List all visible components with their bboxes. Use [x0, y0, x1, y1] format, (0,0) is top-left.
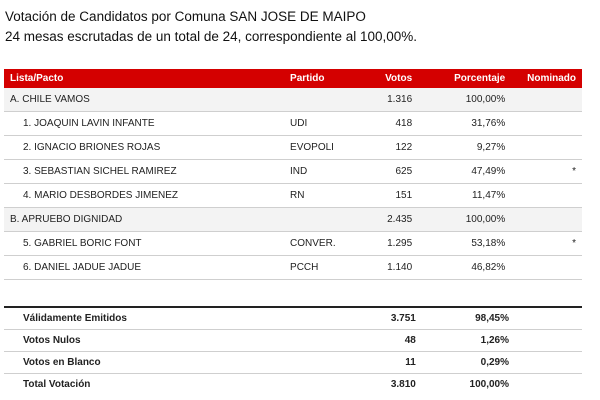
table-row: 6. DANIEL JADUE JADUE PCCH 1.140 46,82%: [4, 255, 582, 280]
table-row: 5. GABRIEL BORIC FONT CONVER. 1.295 53,1…: [4, 231, 582, 256]
column-header-lista: Lista/Pacto: [10, 73, 64, 84]
nominated-cell: [511, 207, 582, 232]
results-table: Lista/Pacto Partido Votos Porcentaje Nom…: [4, 69, 582, 280]
votes-cell: 151: [354, 183, 419, 208]
summary-votes: 48: [357, 329, 422, 352]
page-subtitle: 24 mesas escrutadas de un total de 24, c…: [5, 29, 418, 44]
party-cell: UDI: [284, 111, 355, 136]
summary-label: Total Votación: [23, 379, 91, 390]
party-cell: RN: [284, 183, 355, 208]
percent-cell: 46,82%: [418, 255, 512, 280]
votes-cell: 2.435: [354, 207, 419, 232]
summary-label: Votos en Blanco: [4, 351, 291, 374]
summary-row: Votos Nulos 48 1,26%: [4, 329, 582, 352]
summary-row: Votos en Blanco 11 0,29%: [4, 351, 582, 374]
votes-cell: 625: [354, 159, 419, 184]
percent-cell: 47,49%: [418, 159, 512, 184]
percent-cell: 100,00%: [418, 207, 512, 232]
percent-cell: 31,76%: [418, 111, 512, 136]
summary-percent: 0,29%: [421, 351, 516, 374]
percent-cell: 9,27%: [418, 135, 512, 160]
summary-percent: 98,45%: [421, 307, 516, 330]
nominated-cell: [511, 88, 582, 112]
table-row: 3. SEBASTIAN SICHEL RAMIREZ IND 625 47,4…: [4, 159, 582, 184]
candidate-name: 3. SEBASTIAN SICHEL RAMIREZ: [4, 159, 285, 184]
percent-cell: 53,18%: [418, 231, 512, 256]
table-row: 4. MARIO DESBORDES JIMENEZ RN 151 11,47%: [4, 183, 582, 208]
percent-cell: 11,47%: [418, 183, 512, 208]
votes-cell: 418: [354, 111, 419, 136]
candidate-name: 5. GABRIEL BORIC FONT: [4, 231, 285, 256]
summary-votes: 3.751: [357, 307, 422, 330]
candidate-name: 1. JOAQUIN LAVIN INFANTE: [4, 111, 285, 136]
percent-cell: 100,00%: [418, 88, 512, 112]
party-cell: PCCH: [284, 255, 355, 280]
summary-percent: 1,26%: [421, 329, 516, 352]
summary-votes: 3.810: [390, 379, 416, 390]
summary-table: Válidamente Emitidos 3.751 98,45% Votos …: [4, 306, 582, 395]
table-header-row: Lista/Pacto Partido Votos Porcentaje Nom…: [4, 69, 582, 88]
column-header-votos: Votos: [385, 73, 413, 84]
nominated-cell: [511, 135, 582, 160]
party-cell: [284, 88, 355, 112]
table-row: 2. IGNACIO BRIONES ROJAS EVOPOLI 122 9,2…: [4, 135, 582, 160]
party-cell: IND: [284, 159, 355, 184]
pacto-name: B. APRUEBO DIGNIDAD: [4, 207, 285, 232]
votes-cell: 1.295: [354, 231, 419, 256]
candidate-name: 6. DANIEL JADUE JADUE: [4, 255, 285, 280]
nominated-cell: [511, 183, 582, 208]
votes-cell: 1.140: [354, 255, 419, 280]
votes-cell: 1.316: [354, 88, 419, 112]
summary-label: Válidamente Emitidos: [4, 307, 291, 330]
nominated-cell: [511, 111, 582, 136]
candidate-name: 4. MARIO DESBORDES JIMENEZ: [4, 183, 285, 208]
summary-row: Válidamente Emitidos 3.751 98,45%: [4, 307, 582, 330]
table-row: A. CHILE VAMOS 1.316 100,00%: [4, 88, 582, 112]
party-cell: EVOPOLI: [284, 135, 355, 160]
pacto-name: A. CHILE VAMOS: [4, 88, 285, 112]
nominated-cell: [511, 255, 582, 280]
column-header-partido: Partido: [290, 73, 325, 84]
summary-percent: 100,00%: [469, 379, 510, 390]
column-header-nominado: Nominado: [527, 73, 576, 84]
column-header-porcentaje: Porcentaje: [454, 73, 506, 84]
party-cell: CONVER.: [284, 231, 355, 256]
table-row: B. APRUEBO DIGNIDAD 2.435 100,00%: [4, 207, 582, 232]
summary-votes: 11: [357, 351, 422, 374]
summary-label: Votos Nulos: [4, 329, 291, 352]
page-title: Votación de Candidatos por Comuna SAN JO…: [5, 9, 366, 24]
candidate-name: 2. IGNACIO BRIONES ROJAS: [4, 135, 285, 160]
summary-row: Total Votación 3.810 100,00%: [4, 374, 582, 396]
party-cell: [284, 207, 355, 232]
votes-cell: 122: [354, 135, 419, 160]
nominated-cell: *: [511, 159, 582, 184]
table-row: 1. JOAQUIN LAVIN INFANTE UDI 418 31,76%: [4, 111, 582, 136]
nominated-cell: *: [511, 231, 582, 256]
